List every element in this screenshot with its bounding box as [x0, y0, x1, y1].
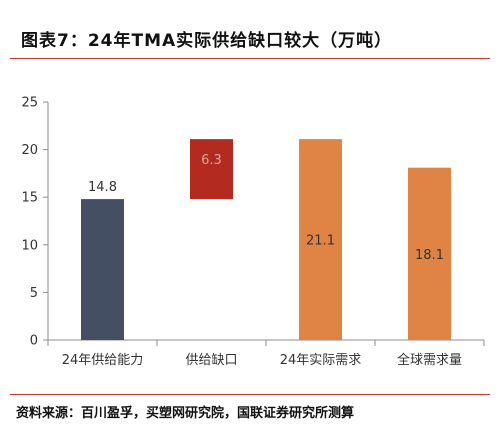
top-divider	[10, 58, 490, 59]
y-tick-label: 25	[21, 96, 38, 111]
chart-container: 0 5 10 15 20 25 14.8 24年供给能力 6.3 供给缺口 21.1 24年实际需求 1…	[0, 60, 500, 390]
y-tick-label: 0	[30, 334, 38, 349]
data-label: 14.8	[88, 180, 117, 195]
title-bar: 图表7：24年TMA实际供给缺口较大（万吨）	[0, 0, 500, 58]
bar-actual-demand	[299, 139, 342, 340]
data-label: 21.1	[306, 234, 335, 249]
source-note: 资料来源：百川盈孚，买塑网研究院，国联证券研究所测算	[16, 406, 355, 421]
data-label: 18.1	[415, 248, 444, 263]
y-tick-label: 5	[30, 286, 38, 301]
x-tick-label: 24年供给能力	[62, 353, 144, 368]
x-tick-label: 24年实际需求	[280, 353, 362, 368]
x-tick-label: 全球需求量	[397, 352, 462, 368]
data-label: 6.3	[201, 153, 222, 168]
bar-chart: 0 5 10 15 20 25 14.8 24年供给能力 6.3 供给缺口 21.1 24年实际需求 1…	[21, 96, 485, 368]
page-title: 图表7：24年TMA实际供给缺口较大（万吨）	[21, 31, 393, 51]
y-tick-label: 15	[21, 191, 38, 206]
bar-global-demand	[408, 167, 451, 340]
bar-supply-gap	[190, 139, 233, 200]
y-tick-label: 20	[21, 143, 38, 158]
y-tick-label: 10	[21, 238, 38, 253]
x-tick-label: 供给缺口	[185, 353, 237, 368]
bottom-divider	[10, 394, 490, 395]
bar-supply-capacity	[81, 199, 124, 340]
